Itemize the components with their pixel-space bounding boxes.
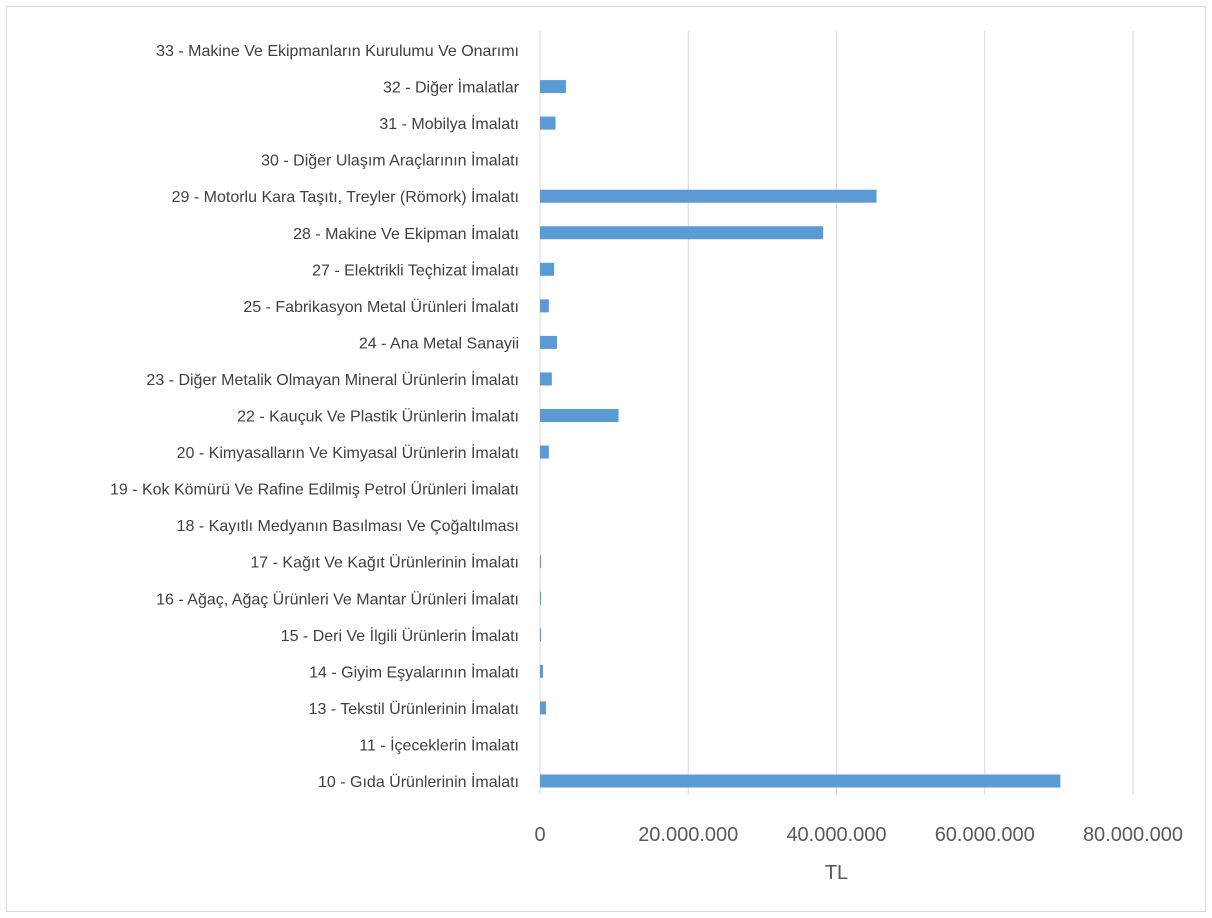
bar-17: [540, 664, 543, 678]
category-label-7: 25 - Fabrikasyon Metal Ürünleri İmalatı: [243, 297, 519, 316]
x-tick-label-0: 0: [534, 824, 545, 846]
bar-2: [540, 116, 556, 130]
bar-4: [540, 189, 877, 203]
bar-15: [540, 591, 542, 605]
category-label-8: 24 - Ana Metal Sanayii: [359, 335, 519, 352]
category-label-16: 15 - Deri Ve İlgili Ürünlerin İmalatı: [281, 626, 519, 645]
bar-16: [540, 628, 542, 642]
bar-1: [540, 80, 566, 94]
bar-18: [540, 701, 546, 715]
category-label-6: 27 - Elektrikli Teçhizat İmalatı: [312, 260, 519, 279]
bar-14: [540, 555, 542, 569]
category-label-11: 20 - Kimyasalların Ve Kimyasal Ürünlerin…: [177, 443, 519, 462]
bar-9: [540, 372, 552, 386]
x-tick-label-2: 40.000.000: [786, 824, 886, 846]
category-label-5: 28 - Makine Ve Ekipman İmalatı: [293, 224, 519, 243]
x-tick-labels: 0 20.000.000 40.000.000 60.000.000 80.000.00…: [534, 824, 1183, 846]
category-labels: 33 - Makine Ve Ekipmanların Kurulumu Ve …: [110, 43, 520, 791]
category-label-3: 30 - Diğer Ulaşım Araçlarının İmalatı: [261, 151, 519, 170]
chart-frame: 33 - Makine Ve Ekipmanların Kurulumu Ve …: [6, 6, 1206, 912]
bar-7: [540, 299, 549, 313]
bar-11: [540, 445, 549, 459]
x-axis-title: TL: [825, 862, 848, 884]
category-label-1: 32 - Diğer İmalatlar: [383, 78, 520, 97]
category-label-13: 18 - Kayıtlı Medyanın Basılması Ve Çoğal…: [177, 518, 519, 535]
bar-10: [540, 409, 619, 422]
category-label-15: 16 - Ağaç, Ağaç Ürünleri Ve Mantar Ürünl…: [156, 589, 519, 608]
bar-8: [540, 335, 558, 349]
x-tick-label-1: 20.000.000: [638, 824, 738, 846]
category-label-20: 10 - Gıda Ürünlerinin İmalatı: [318, 772, 519, 791]
category-label-10: 22 - Kauçuk Ve Plastik Ürünlerin İmalatı: [237, 407, 519, 426]
bars: [540, 80, 1061, 788]
category-label-2: 31 - Mobilya İmalatı: [379, 114, 519, 133]
category-label-9: 23 - Diğer Metalik Olmayan Mineral Ürünl…: [146, 370, 519, 389]
category-label-19: 11 - İçeceklerin İmalatı: [359, 735, 519, 754]
category-label-4: 29 - Motorlu Kara Taşıtı, Treyler (Römor…: [172, 187, 519, 206]
category-label-17: 14 - Giyim Eşyalarının İmalatı: [309, 662, 519, 681]
category-label-12: 19 - Kok Kömürü Ve Rafine Edilmiş Petrol…: [110, 480, 519, 499]
category-label-18: 13 - Tekstil Ürünlerinin İmalatı: [309, 699, 519, 718]
bar-20: [540, 774, 1061, 788]
bar-5: [540, 226, 824, 240]
x-tick-label-3: 60.000.000: [935, 824, 1035, 846]
category-label-0: 33 - Makine Ve Ekipmanların Kurulumu Ve …: [156, 43, 519, 60]
gridlines: [539, 31, 1134, 795]
bar-6: [540, 262, 555, 276]
category-label-14: 17 - Kağıt Ve Kağıt Ürünlerinin İmalatı: [250, 553, 519, 572]
x-tick-label-4: 80.000.000: [1083, 824, 1183, 846]
bar-chart: 33 - Makine Ve Ekipmanların Kurulumu Ve …: [110, 31, 1183, 884]
